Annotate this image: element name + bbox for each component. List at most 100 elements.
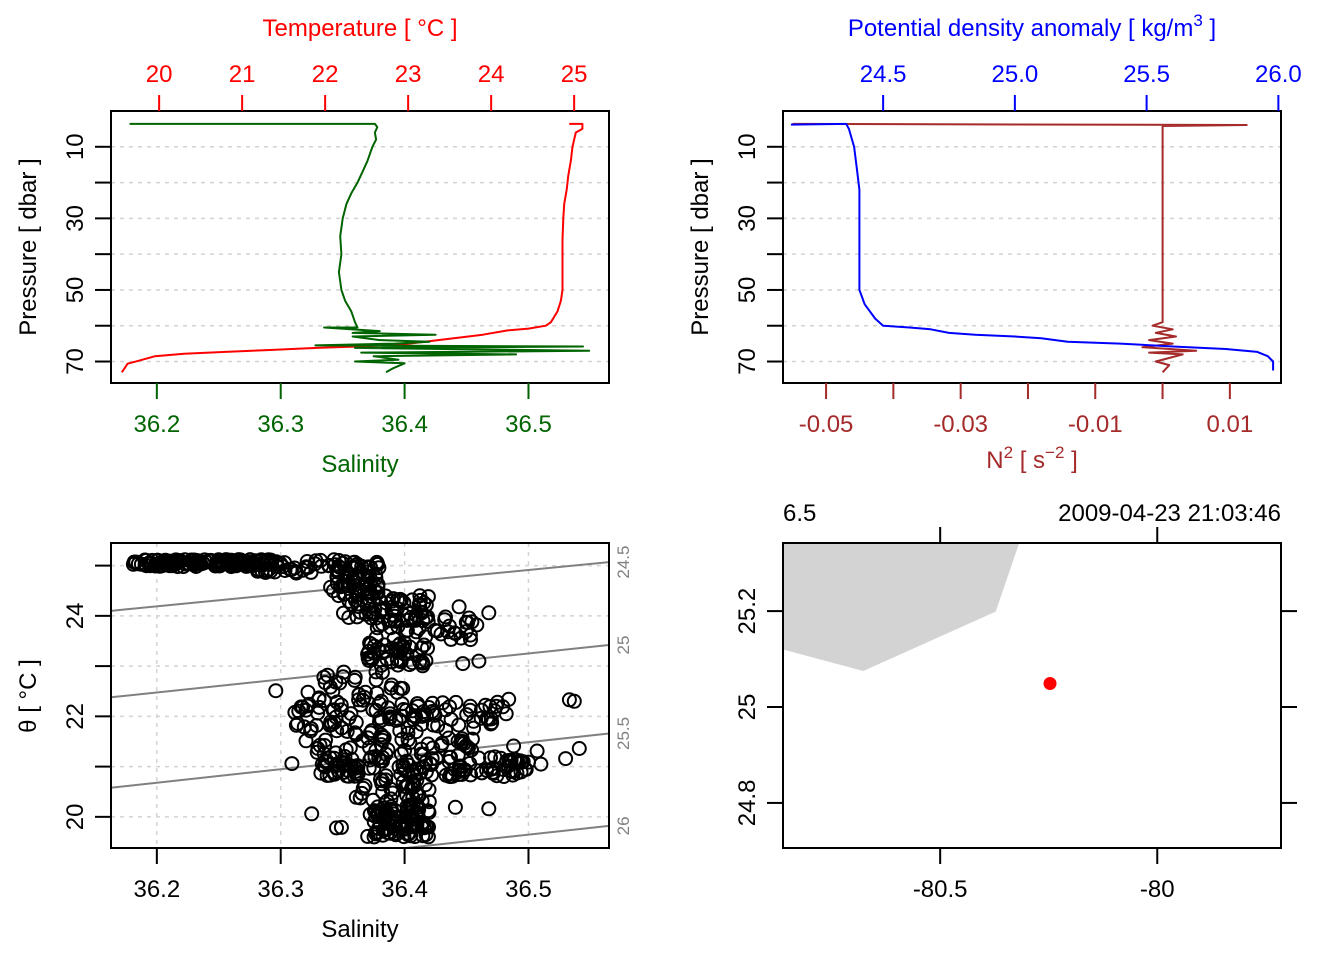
ts-data-point	[296, 719, 312, 735]
ts-data-point	[440, 624, 456, 640]
isopycnal-label: 26	[614, 816, 633, 835]
ts-data-point	[298, 702, 314, 718]
ts-data-point	[362, 569, 378, 585]
ts-data-point	[329, 820, 344, 836]
ts-data-point	[478, 697, 493, 713]
ts-data-point	[162, 553, 178, 569]
ts-data-point	[268, 683, 284, 699]
ts-data-point	[327, 765, 343, 781]
ts-data-point	[329, 723, 345, 739]
isopycnal-label: 25	[614, 636, 633, 655]
ts-data-point	[374, 664, 390, 680]
ts-data-point	[375, 750, 391, 766]
ts-data-point	[529, 743, 545, 759]
temperature-axis-title: Temperature [ °C ]	[263, 15, 458, 42]
ts-data-point	[433, 738, 449, 753]
ts-diagram-frame	[110, 542, 610, 849]
ts-data-point	[300, 684, 316, 700]
ts-data-point	[364, 723, 380, 739]
ts-data-point	[396, 595, 412, 611]
ts-data-point	[370, 641, 386, 657]
ts-data-point	[354, 785, 370, 801]
ts-data-point	[515, 754, 531, 770]
ts-data-point	[415, 613, 431, 629]
temperature-axis-tick-label: 22	[312, 61, 339, 88]
ts-data-point	[418, 597, 434, 613]
density-axis-tick-label: 24.5	[860, 61, 907, 88]
temperature-axis-tick-label: 23	[395, 61, 422, 88]
ts-data-point	[462, 627, 478, 643]
ts-data-point	[417, 777, 433, 793]
ts-data-point	[405, 655, 420, 671]
ts-data-point	[509, 765, 525, 781]
ts-data-point	[363, 650, 378, 665]
temperature-profile-line	[120, 122, 584, 373]
ts-data-point	[414, 640, 430, 656]
ts-salinity-axis-tick-label: 36.2	[133, 876, 180, 903]
ts-data-point	[571, 741, 587, 756]
ts-diagram-grid	[111, 543, 609, 848]
ts-data-point	[496, 762, 512, 778]
ts-data-point	[250, 562, 266, 577]
station-map-frame	[782, 542, 1282, 849]
ts-profile-axes: 10 30 50 70 20 21 22 23 24 25 36.2 36.3 36.4 36.5	[62, 61, 587, 438]
ts-data-point	[341, 710, 357, 726]
ts-data-point	[398, 815, 414, 831]
ts-data-point	[312, 737, 328, 753]
ts-data-point	[400, 725, 416, 741]
longitude-axis-tick-label: -80.5	[913, 876, 968, 903]
ts-data-point	[558, 751, 574, 767]
theta-axis-title: θ [ °C ]	[15, 659, 42, 733]
ts-data-point	[395, 774, 411, 790]
ts-data-point	[400, 720, 416, 735]
pressure-axis-tick-label: 30	[62, 205, 89, 232]
theta-axis-tick-label: 24	[62, 603, 89, 630]
ts-data-point	[368, 702, 384, 718]
latitude-axis-tick-label: 25	[734, 694, 761, 721]
n2-axis-tick-label: 0.01	[1206, 411, 1253, 438]
ts-data-point	[458, 614, 474, 630]
ts-data-point	[323, 579, 339, 595]
ts-data-point	[464, 742, 479, 758]
ts-data-point	[410, 799, 426, 815]
ts-data-point	[410, 809, 426, 825]
ts-data-point	[420, 609, 435, 625]
ts-data-point	[420, 640, 435, 656]
ts-data-point	[452, 759, 467, 775]
ts-data-point	[351, 687, 367, 703]
ts-data-point	[333, 579, 348, 595]
latitude-axis-tick-label: 25.2	[734, 588, 761, 635]
pressure-axis-title: Pressure [ dbar ]	[15, 158, 42, 335]
ts-data-point	[483, 711, 499, 727]
ts-data-point	[374, 776, 390, 792]
ts-data-point	[368, 664, 384, 680]
ts-data-point	[451, 599, 467, 615]
ts-profile-frame	[110, 110, 610, 384]
n2-axis-tick-label: -0.03	[933, 411, 988, 438]
salinity-axis-tick-label: 36.3	[257, 411, 304, 438]
ts-data-point	[487, 749, 503, 765]
ts-data-point	[303, 721, 319, 737]
ts-data-point	[369, 685, 385, 701]
ts-data-point	[367, 749, 383, 765]
ts-data-point	[370, 799, 386, 815]
ts-data-point	[394, 696, 410, 712]
ts-data-point	[325, 703, 341, 719]
pressure-axis-tick-label: 10	[62, 133, 89, 160]
ts-data-point	[418, 707, 434, 723]
ts-data-point	[353, 697, 369, 713]
ts-data-point	[336, 605, 351, 621]
ts-data-point	[498, 706, 514, 722]
ts-salinity-axis-tick-label: 36.4	[381, 876, 428, 903]
ts-data-point	[328, 674, 344, 690]
ts-data-point	[458, 624, 474, 640]
salinity-axis-tick-label: 36.5	[505, 411, 552, 438]
ts-data-point	[406, 776, 422, 792]
density-axis-title: Potential density anomaly [ kg/m3 ]	[848, 11, 1216, 42]
ts-data-point	[401, 826, 417, 842]
ts-data-point	[481, 801, 497, 817]
ts-data-point	[133, 556, 149, 572]
ts-data-point	[466, 720, 482, 736]
ts-data-point	[385, 785, 401, 801]
